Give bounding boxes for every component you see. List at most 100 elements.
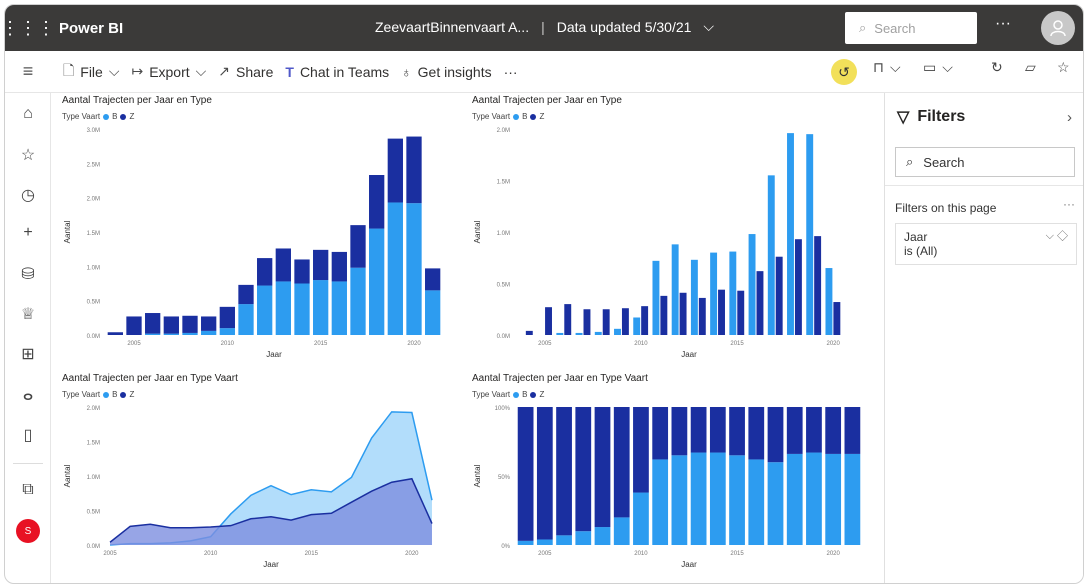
app-name[interactable]: Power BI bbox=[59, 19, 124, 37]
bar-z bbox=[748, 407, 765, 460]
y-tick-label: 2.0M bbox=[87, 406, 100, 412]
chart-percent-stacked-bar[interactable]: Aantal Trajecten per Jaar en Type Vaart … bbox=[472, 373, 872, 583]
eraser-icon[interactable]: ◇ bbox=[1057, 230, 1068, 242]
bar-z bbox=[350, 225, 366, 268]
data-updated-label: Data updated 5/30/21 bbox=[556, 18, 692, 35]
chart-stacked-bar[interactable]: Aantal Trajecten per Jaar en Type Type V… bbox=[62, 95, 452, 365]
report-canvas: Aantal Trajecten per Jaar en Type Type V… bbox=[52, 93, 884, 583]
collapse-filters-icon[interactable]: › bbox=[1067, 109, 1072, 126]
legend-label: Type Vaart bbox=[472, 112, 511, 121]
bar-b bbox=[536, 539, 553, 545]
y-tick-label: 1.5M bbox=[87, 231, 100, 237]
app-launcher-icon[interactable]: ⋮⋮⋮ bbox=[4, 17, 55, 38]
more-options-button[interactable]: ··· bbox=[995, 15, 1011, 32]
bar-b bbox=[294, 283, 310, 335]
workspace-avatar[interactable]: S bbox=[16, 519, 40, 543]
bar-z bbox=[238, 284, 254, 305]
x-axis-label: Jaar bbox=[681, 560, 697, 569]
bar-b bbox=[182, 332, 198, 335]
refresh-icon[interactable]: ↻ bbox=[991, 59, 1003, 75]
chevron-down-icon: ⌵ bbox=[889, 59, 901, 75]
bar-z bbox=[825, 407, 842, 454]
bar-z bbox=[126, 316, 142, 335]
filters-divider bbox=[885, 185, 1083, 186]
bar-z bbox=[583, 309, 591, 335]
book-icon[interactable]: ▯ bbox=[23, 427, 33, 444]
bar-z bbox=[806, 407, 822, 453]
bar-b bbox=[238, 304, 254, 335]
chart-clustered-bar[interactable]: Aantal Trajecten per Jaar en Type Type V… bbox=[472, 95, 872, 365]
legend-z: Z bbox=[129, 112, 135, 121]
bar-z bbox=[786, 407, 803, 454]
x-tick-label: 2010 bbox=[221, 341, 235, 347]
apps-icon[interactable]: ⊞ bbox=[21, 346, 35, 363]
chevron-down-icon[interactable]: ⌵ bbox=[1045, 230, 1054, 242]
bar-b bbox=[614, 328, 621, 335]
share-label: Share bbox=[236, 63, 274, 80]
bar-z bbox=[660, 295, 668, 335]
chart-area[interactable]: Aantal Trajecten per Jaar en Type Vaart … bbox=[62, 373, 452, 583]
filters-search-input[interactable]: ⌕ Search bbox=[895, 147, 1075, 177]
chat-in-teams-button[interactable]: T Chat in Teams bbox=[285, 64, 389, 80]
bar-b bbox=[575, 531, 592, 545]
bar-z bbox=[257, 258, 273, 286]
chat-in-teams-label: Chat in Teams bbox=[299, 63, 390, 80]
bar-b bbox=[748, 459, 765, 545]
chart-plot: 0.0M 0.5M 1.0M 1.5M 2.0M 2.5M 3.0M 2005 2010 2015… bbox=[63, 128, 441, 359]
legend-b: B bbox=[522, 112, 528, 121]
y-tick-label: 100% bbox=[495, 406, 511, 412]
favorite-star-icon[interactable]: ☆ bbox=[1057, 59, 1070, 75]
bar-z bbox=[556, 407, 572, 536]
bar-z bbox=[690, 407, 707, 453]
bar-z bbox=[602, 309, 610, 335]
get-insights-button[interactable]: ♁ Get insights bbox=[401, 64, 491, 80]
bar-z bbox=[145, 313, 161, 334]
file-menu[interactable]: 🗋 File ⌵ bbox=[63, 60, 119, 84]
bar-b bbox=[844, 453, 861, 545]
legend-label: Type Vaart bbox=[62, 390, 101, 399]
avatar[interactable] bbox=[1041, 11, 1075, 45]
bar-z bbox=[201, 316, 217, 331]
export-menu[interactable]: ↦ Export ⌵ bbox=[131, 63, 206, 80]
bar-z bbox=[182, 315, 198, 333]
y-tick-label: 2.5M bbox=[87, 162, 100, 168]
people-icon[interactable]: ⴰ bbox=[22, 387, 34, 404]
x-axis-label: Jaar bbox=[263, 560, 279, 569]
plus-icon[interactable]: + bbox=[23, 224, 33, 241]
bar-z bbox=[641, 306, 649, 335]
bookmark-menu[interactable]: ⊓ ⌵ bbox=[873, 59, 901, 76]
trophy-icon[interactable]: ♕ bbox=[20, 306, 36, 323]
chart-title: Aantal Trajecten per Jaar en Type bbox=[472, 95, 622, 106]
share-button[interactable]: ↗ Share bbox=[218, 63, 273, 80]
filter-card-jaar[interactable]: Jaar is (All) ⌵ ◇ bbox=[895, 223, 1077, 265]
report-title-area[interactable]: ZeevaartBinnenvaart A... | Data updated … bbox=[375, 18, 714, 35]
comment-icon[interactable]: ▱ bbox=[1025, 59, 1036, 75]
filters-section-more[interactable]: ··· bbox=[1063, 197, 1075, 211]
x-tick-label: 2015 bbox=[730, 551, 744, 557]
bar-z bbox=[613, 407, 630, 518]
filter-card-controls: ⌵ ◇ bbox=[1046, 230, 1068, 243]
x-tick-label: 2020 bbox=[826, 551, 840, 557]
line-z bbox=[109, 477, 433, 543]
chevron-down-icon[interactable]: ⌵ bbox=[703, 18, 715, 34]
y-tick-label: 0.0M bbox=[87, 544, 100, 550]
clock-icon[interactable]: ◷ bbox=[21, 187, 35, 204]
toolbar-more-button[interactable]: ··· bbox=[503, 63, 518, 80]
reset-icon[interactable]: ↺ bbox=[831, 59, 857, 85]
hamburger-menu-icon[interactable]: ≡ bbox=[22, 61, 34, 81]
database-icon[interactable]: ⛁ bbox=[21, 266, 35, 283]
bar-z bbox=[107, 332, 123, 335]
x-tick-label: 2010 bbox=[204, 551, 218, 557]
y-tick-label: 3.0M bbox=[87, 128, 100, 134]
global-search-box[interactable]: ⌕ Search bbox=[845, 12, 977, 44]
workspace-icon[interactable]: ⧉ bbox=[22, 481, 34, 498]
home-icon[interactable]: ⌂ bbox=[23, 105, 33, 122]
y-tick-label: 0.0M bbox=[497, 334, 510, 340]
legend-b-dot bbox=[513, 391, 520, 398]
view-menu[interactable]: ▭ ⌵ bbox=[923, 59, 953, 76]
star-icon[interactable]: ☆ bbox=[20, 147, 36, 164]
legend-z-dot bbox=[120, 391, 127, 398]
bar-z bbox=[833, 302, 841, 335]
bar-b bbox=[767, 462, 784, 545]
x-tick-label: 2005 bbox=[538, 551, 552, 557]
